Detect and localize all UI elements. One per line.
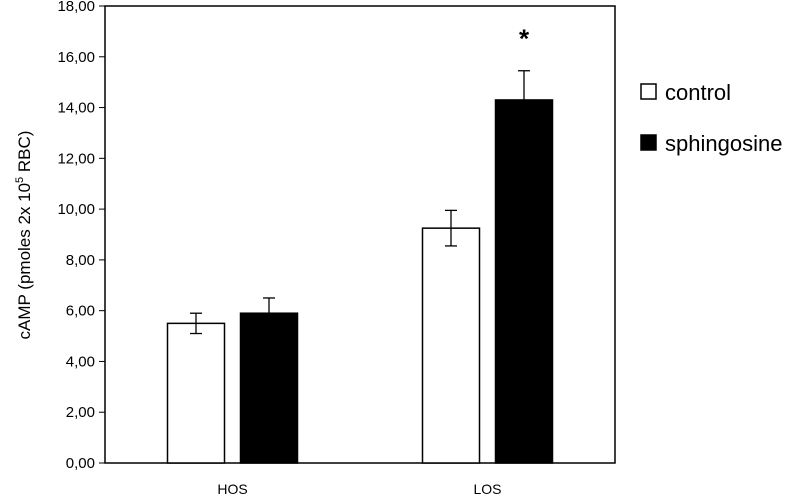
legend-label-sphingosine: sphingosine <box>665 131 782 156</box>
y-tick-label: 18,00 <box>57 0 95 15</box>
x-axis-labels: HOS LOS <box>217 481 501 497</box>
y-tick-label: 4,00 <box>66 353 95 370</box>
bar-sphingosine-HOS <box>239 312 299 464</box>
y-tick-label: 14,00 <box>57 100 95 117</box>
y-tick-label: 8,00 <box>66 252 95 269</box>
y-tick-label: 2,00 <box>66 404 95 421</box>
y-tick-label: 10,00 <box>57 201 95 218</box>
y-tick-label: 0,00 <box>66 455 95 472</box>
y-axis-title-tail: RBC) <box>15 131 34 177</box>
legend-swatch-sphingosine <box>640 134 657 151</box>
legend: control sphingosine <box>640 80 782 156</box>
legend-swatch-control <box>640 83 657 100</box>
legend-label-control: control <box>665 80 731 105</box>
y-axis-title-superscript: 5 <box>14 177 26 183</box>
y-tick-label: 6,00 <box>66 303 95 320</box>
x-tick-label: HOS <box>217 481 247 497</box>
bar-control-LOS <box>421 227 481 464</box>
bars <box>166 70 554 464</box>
bar-control-HOS <box>166 322 226 464</box>
y-tick-label: 16,00 <box>57 49 95 66</box>
y-axis-title-main: cAMP (pmoles 2x 10 <box>15 183 34 340</box>
y-tick-label: 12,00 <box>57 150 95 167</box>
y-axis-title: cAMP (pmoles 2x 105 RBC) <box>14 131 34 340</box>
x-tick-label: LOS <box>473 481 501 497</box>
significance-asterisk: * <box>519 24 530 54</box>
y-axis-ticks: 0,00 2,00 4,00 6,00 8,00 10,00 12,00 14,00 16,00… <box>57 0 105 472</box>
bar-sphingosine-LOS <box>494 99 554 464</box>
